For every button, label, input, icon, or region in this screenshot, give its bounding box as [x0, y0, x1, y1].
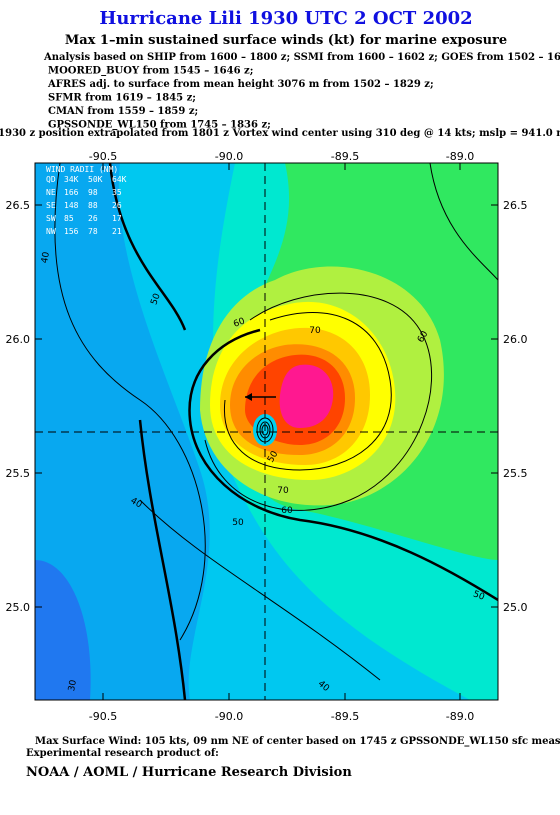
wind-radii-column: QD	[46, 175, 56, 184]
lat-label: 25.5	[6, 467, 31, 480]
wind-radii-cell: 35	[112, 188, 122, 197]
wind-radii-cell: 88	[88, 201, 98, 210]
wind-radii-cell: 78	[88, 227, 98, 236]
wind-radii-cell: 166	[64, 188, 79, 197]
lon-label: -90.5	[89, 710, 117, 723]
contour-label: 60	[281, 506, 293, 516]
contour-label: 50	[149, 292, 162, 306]
lat-label: 26.5	[503, 199, 528, 212]
lat-label: 25.5	[503, 467, 528, 480]
subtitle: Max 1–min sustained surface winds (kt) f…	[65, 33, 507, 48]
analysis-line: Analysis based on SHIP from 1600 – 1800 …	[43, 52, 560, 63]
title: Hurricane Lili 1930 UTC 2 OCT 2002	[99, 8, 472, 29]
lon-label: -89.5	[331, 150, 359, 163]
lat-label: 26.0	[503, 333, 528, 346]
contour-label: 30	[67, 679, 79, 692]
position-note: 1930 z position extrapolated from 1801 z…	[0, 128, 560, 139]
wind-radii-cell: NE	[46, 188, 56, 197]
wind-radii-cell: 26	[88, 214, 98, 223]
lon-label: -89.0	[446, 710, 474, 723]
org: NOAA / AOML / Hurricane Research Divisio…	[26, 765, 352, 780]
wind-radii-cell: 148	[64, 201, 79, 210]
wind-radii-cell: SW	[46, 214, 56, 223]
lon-label: -90.5	[89, 150, 117, 163]
wind-radii-cell: 21	[112, 227, 122, 236]
contour-label: 70	[309, 326, 321, 336]
wind-radii-column: 50K	[88, 175, 103, 184]
wind-radii-title: WIND RADII (NM)	[46, 165, 118, 174]
lon-label: -90.0	[215, 710, 243, 723]
contour-label: 50	[472, 589, 486, 602]
lat-label: 25.0	[503, 601, 528, 614]
lon-label: -90.0	[215, 150, 243, 163]
analysis-line: AFRES adj. to surface from mean height 3…	[47, 79, 434, 90]
wind-radii-cell: 17	[112, 214, 122, 223]
analysis-line: SFMR from 1619 – 1845 z;	[48, 93, 196, 104]
analysis-line: MOORED_BUOY from 1545 – 1646 z;	[48, 66, 253, 77]
map-frame	[34, 162, 499, 701]
lon-label: -89.0	[446, 150, 474, 163]
wind-radii-cell: 156	[64, 227, 79, 236]
analysis-line: CMAN from 1559 – 1859 z;	[48, 106, 198, 117]
wind-radii-cell: SE	[46, 201, 56, 210]
wind-radii-cell: NW	[46, 227, 56, 236]
wind-radii-cell: 85	[64, 214, 74, 223]
lat-label: 25.0	[6, 601, 31, 614]
wind-radii-cell: 98	[88, 188, 98, 197]
lat-label: 26.5	[6, 199, 31, 212]
max-wind: Max Surface Wind: 105 kts, 09 nm NE of c…	[35, 736, 560, 747]
contour-label: 50	[232, 518, 244, 528]
wind-radii-column: 64K	[112, 175, 127, 184]
lon-label: -89.5	[331, 710, 359, 723]
wind-radii-cell: 26	[112, 201, 122, 210]
wind-radii-column: 34K	[64, 175, 79, 184]
wind-field	[35, 163, 498, 700]
note: Experimental research product of:	[26, 748, 219, 759]
lat-label: 26.0	[6, 333, 31, 346]
analysis-line: GPSSONDE_WL150 from 1745 – 1836 z;	[48, 120, 271, 131]
contour-label: 70	[277, 486, 289, 496]
contour-label: 40	[40, 251, 52, 264]
contour-label: 60	[232, 316, 246, 329]
